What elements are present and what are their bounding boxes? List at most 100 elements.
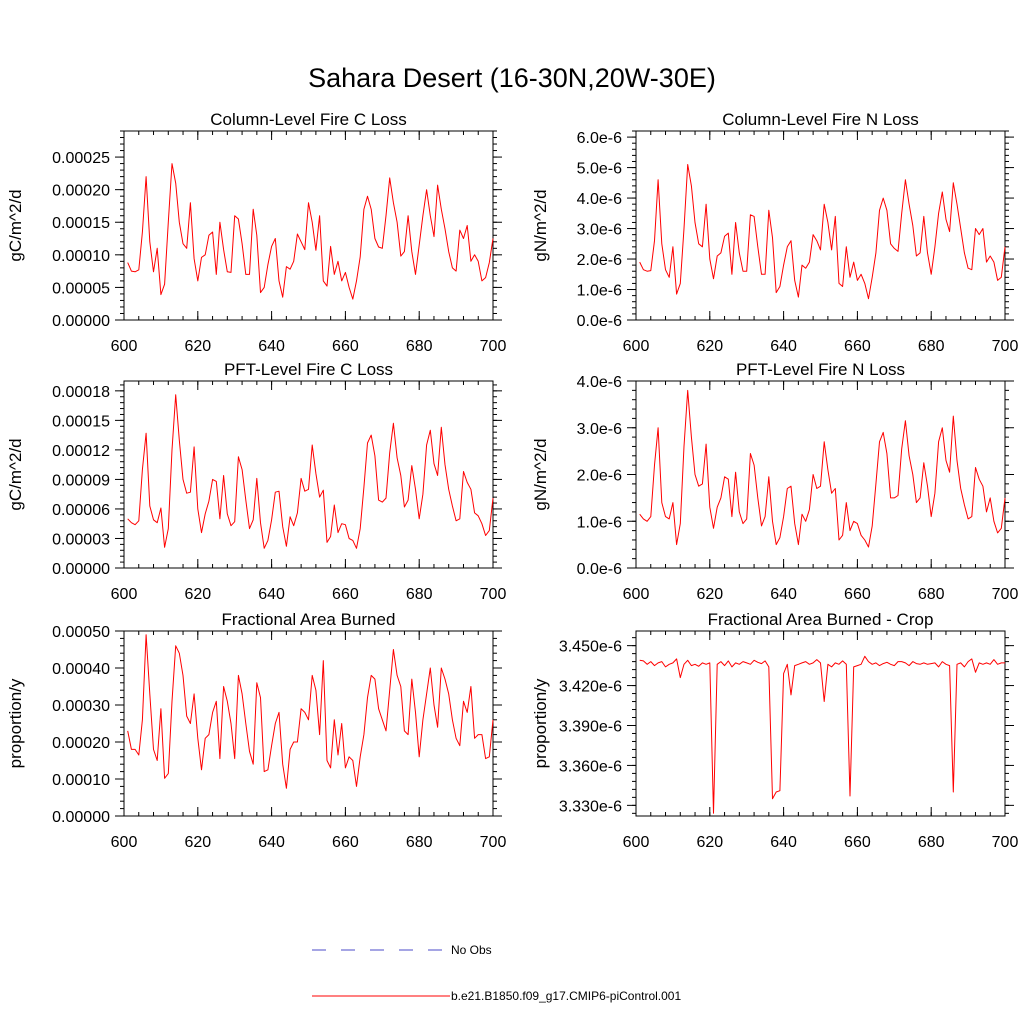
x-tick-label: 680 bbox=[918, 338, 945, 355]
y-tick-label: 3.390e-6 bbox=[559, 718, 622, 735]
x-tick-label: 680 bbox=[406, 586, 433, 603]
series-line bbox=[639, 655, 1005, 814]
x-tick-label: 700 bbox=[992, 834, 1019, 851]
y-tick-label: 2.0e-6 bbox=[577, 468, 622, 485]
x-tick-label: 640 bbox=[258, 338, 285, 355]
y-tick-label: 0.00012 bbox=[52, 443, 110, 460]
y-tick-label: 3.450e-6 bbox=[559, 639, 622, 656]
y-tick-label: 0.00006 bbox=[52, 502, 110, 519]
plot-frame bbox=[635, 630, 1006, 817]
y-tick-label: 3.0e-6 bbox=[577, 222, 622, 239]
panel-title: PFT-Level Fire N Loss bbox=[736, 360, 905, 379]
x-tick-label: 600 bbox=[111, 586, 138, 603]
y-axis-label: proportion/y bbox=[6, 678, 25, 768]
y-tick-label: 0.00020 bbox=[52, 735, 110, 752]
y-axis-label: gN/m^2/d bbox=[531, 189, 550, 261]
x-tick-label: 620 bbox=[696, 338, 723, 355]
x-tick-label: 680 bbox=[406, 834, 433, 851]
panel-title: Column-Level Fire N Loss bbox=[722, 110, 919, 129]
plot-frame bbox=[123, 380, 494, 569]
series-line bbox=[127, 394, 494, 549]
figure-title: Sahara Desert (16-30N,20W-30E) bbox=[308, 63, 716, 93]
panel-title: Fractional Area Burned bbox=[222, 610, 396, 629]
series-line bbox=[127, 163, 494, 300]
series-line bbox=[127, 634, 494, 789]
panel-3: 600 620 640 660 680 700 0.00000 0.00003 0.00006 0… bbox=[6, 360, 506, 603]
x-tick-label: 660 bbox=[844, 586, 871, 603]
y-tick-label: 0.00009 bbox=[52, 472, 110, 489]
x-tick-label: 600 bbox=[623, 834, 650, 851]
y-tick-label: 0.00030 bbox=[52, 698, 110, 715]
y-axis-label: proportion/y bbox=[531, 678, 550, 768]
y-tick-label: 0.0e-6 bbox=[577, 561, 622, 578]
y-tick-label: 1.0e-6 bbox=[577, 283, 622, 300]
y-tick-label: 0.00005 bbox=[52, 280, 110, 297]
x-tick-label: 640 bbox=[770, 338, 797, 355]
y-tick-label: 3.0e-6 bbox=[577, 421, 622, 438]
y-tick-label: 0.00015 bbox=[52, 215, 110, 232]
x-tick-label: 680 bbox=[918, 586, 945, 603]
y-tick-label: 0.00003 bbox=[52, 531, 110, 548]
x-tick-label: 620 bbox=[184, 586, 211, 603]
y-tick-label: 2.0e-6 bbox=[577, 252, 622, 269]
y-tick-label: 4.0e-6 bbox=[577, 191, 622, 208]
x-tick-label: 660 bbox=[844, 834, 871, 851]
panel-title: Column-Level Fire C Loss bbox=[210, 110, 407, 129]
plot-frame bbox=[635, 380, 1006, 569]
panel-5: 600 620 640 660 680 700 0.00000 0.00010 0.00020 0… bbox=[6, 610, 506, 851]
y-tick-label: 0.00000 bbox=[52, 561, 110, 578]
panel-1: 600 620 640 660 680 700 0.00000 0.00005 0.00010 0… bbox=[6, 110, 506, 355]
y-tick-label: 0.00050 bbox=[52, 624, 110, 641]
y-tick-label: 0.00020 bbox=[52, 183, 110, 200]
y-tick-label: 0.00000 bbox=[52, 313, 110, 330]
y-axis-label: gN/m^2/d bbox=[531, 438, 550, 510]
plot-frame bbox=[635, 130, 1006, 321]
chart-panels: 600 620 640 660 680 700 0.00000 0.00005 0.00010 0… bbox=[6, 110, 1018, 851]
x-tick-label: 620 bbox=[696, 586, 723, 603]
y-tick-label: 0.00040 bbox=[52, 661, 110, 678]
panel-6: 600 620 640 660 680 700 3.330e-6 3.360e-6 3.390e… bbox=[531, 610, 1018, 851]
y-tick-label: 0.00018 bbox=[52, 384, 110, 401]
y-tick-label: 1.0e-6 bbox=[577, 514, 622, 531]
panel-2: 600 620 640 660 680 700 0.0e-6 1.0e-6 2.0e-6 3.0e… bbox=[531, 110, 1018, 355]
y-tick-label: 3.330e-6 bbox=[559, 798, 622, 815]
x-tick-label: 600 bbox=[111, 338, 138, 355]
panel-4: 600 620 640 660 680 700 0.0e-6 1.0e-6 2.0e-6 3.0e… bbox=[531, 360, 1018, 603]
y-tick-label: 6.0e-6 bbox=[577, 130, 622, 147]
x-tick-label: 600 bbox=[623, 338, 650, 355]
y-tick-label: 0.00000 bbox=[52, 809, 110, 826]
x-tick-label: 640 bbox=[258, 834, 285, 851]
x-tick-label: 700 bbox=[480, 338, 507, 355]
x-tick-label: 640 bbox=[770, 586, 797, 603]
legend-model-label: b.e21.B1850.f09_g17.CMIP6-piControl.001 bbox=[451, 989, 681, 1003]
x-tick-label: 660 bbox=[332, 338, 359, 355]
y-tick-label: 3.420e-6 bbox=[559, 679, 622, 696]
x-tick-label: 700 bbox=[992, 586, 1019, 603]
y-axis-label: gC/m^2/d bbox=[6, 438, 25, 510]
y-tick-label: 4.0e-6 bbox=[577, 374, 622, 391]
y-tick-label: 0.00015 bbox=[52, 413, 110, 430]
x-tick-label: 680 bbox=[918, 834, 945, 851]
x-tick-label: 640 bbox=[770, 834, 797, 851]
x-tick-label: 700 bbox=[992, 338, 1019, 355]
x-tick-label: 700 bbox=[480, 586, 507, 603]
x-tick-label: 600 bbox=[111, 834, 138, 851]
y-tick-label: 3.360e-6 bbox=[559, 758, 622, 775]
x-tick-label: 600 bbox=[623, 586, 650, 603]
x-tick-label: 660 bbox=[332, 834, 359, 851]
y-tick-label: 0.00025 bbox=[52, 150, 110, 167]
x-tick-label: 640 bbox=[258, 586, 285, 603]
x-tick-label: 620 bbox=[184, 834, 211, 851]
series-line bbox=[639, 389, 1006, 548]
x-tick-label: 620 bbox=[696, 834, 723, 851]
panel-title: Fractional Area Burned - Crop bbox=[708, 610, 934, 629]
x-tick-label: 620 bbox=[184, 338, 211, 355]
x-tick-label: 680 bbox=[406, 338, 433, 355]
legend: No Obs b.e21.B1850.f09_g17.CMIP6-piContr… bbox=[312, 943, 681, 1003]
y-tick-label: 0.00010 bbox=[52, 248, 110, 265]
x-tick-label: 660 bbox=[332, 586, 359, 603]
y-tick-label: 0.0e-6 bbox=[577, 313, 622, 330]
y-tick-label: 0.00010 bbox=[52, 772, 110, 789]
plot-frame bbox=[123, 130, 494, 321]
